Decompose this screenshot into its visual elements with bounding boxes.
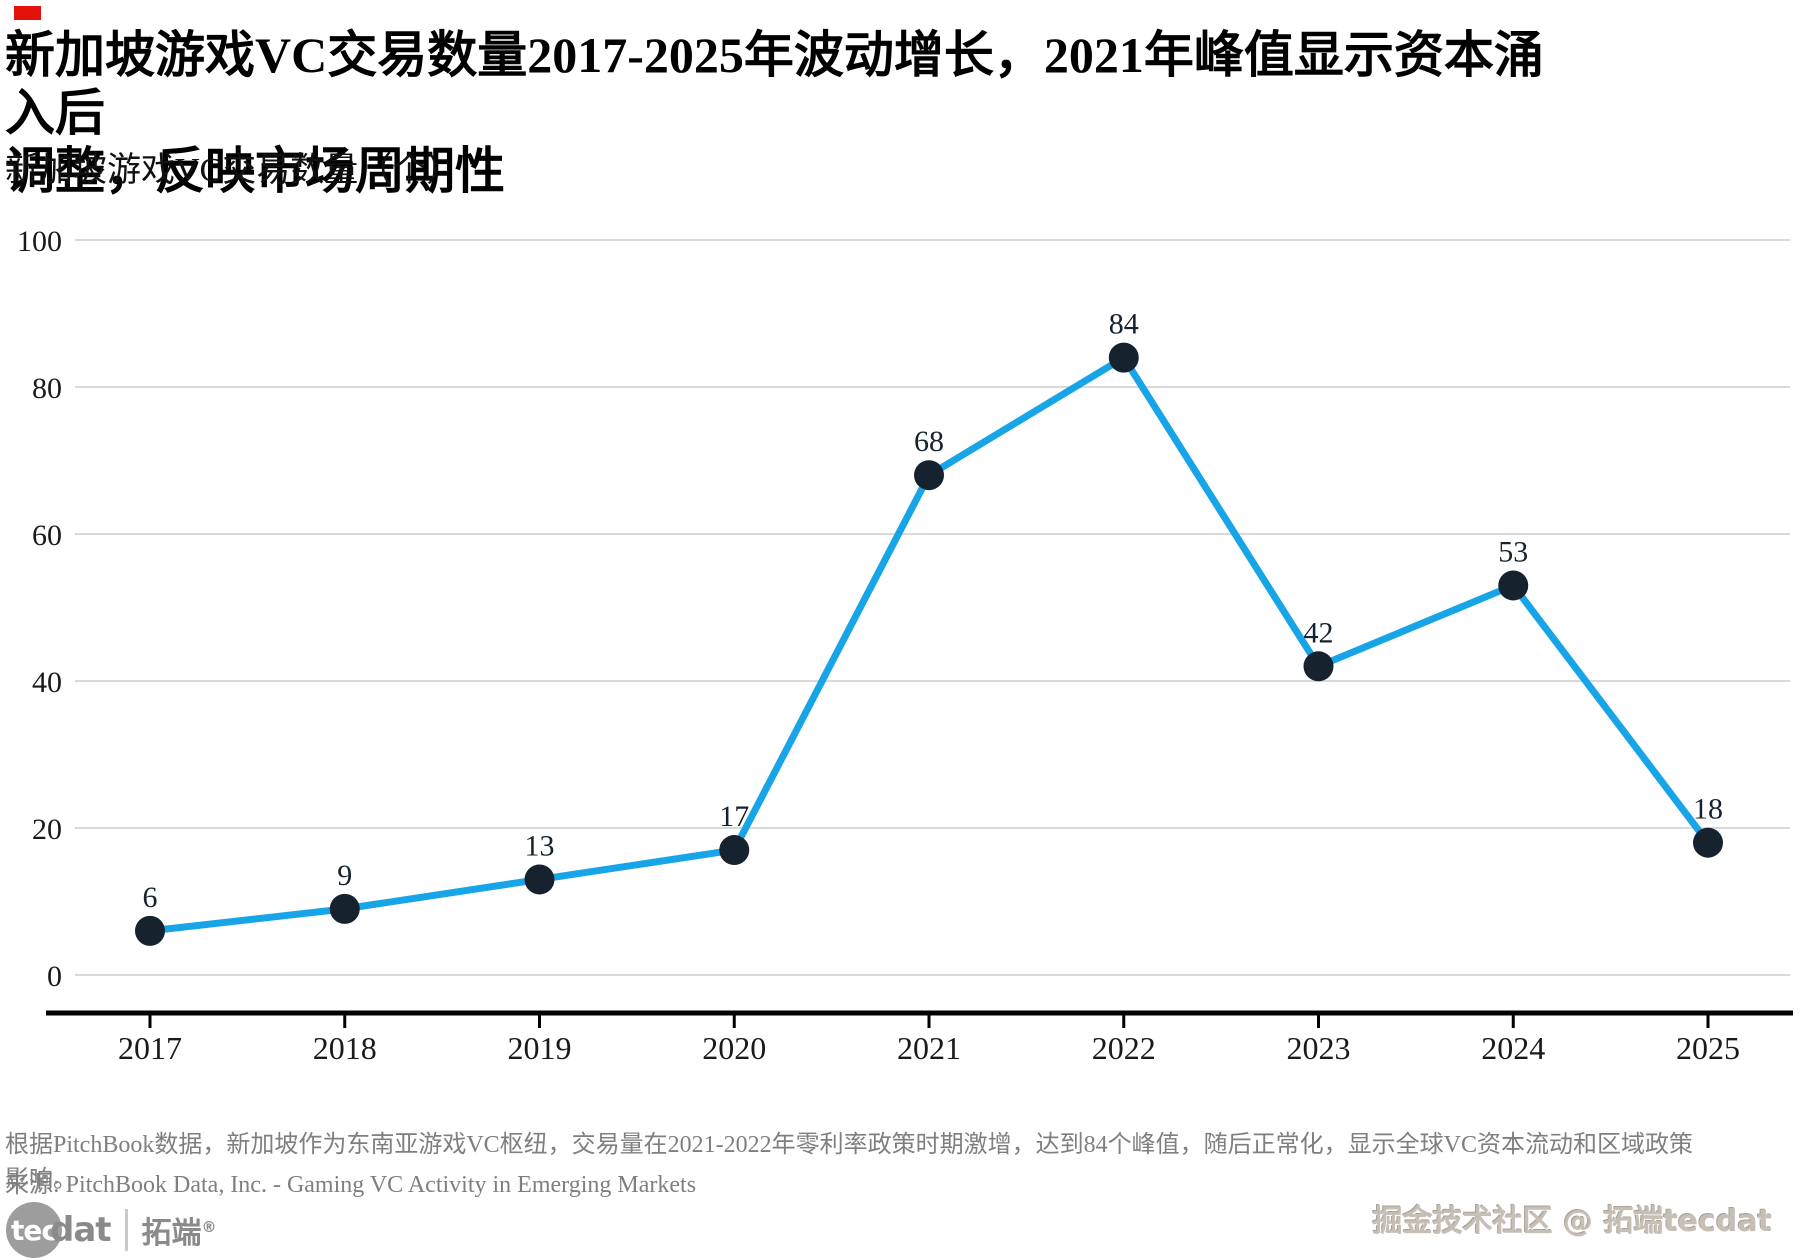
data-point: [914, 460, 944, 491]
tecdat-logo: tec dat 拓端®: [6, 1202, 217, 1258]
y-tick-label: 20: [32, 813, 62, 846]
chart-title: 新加坡游戏VC交易数量2017-2025年波动增长，2021年峰值显示资本涌入后…: [5, 26, 1585, 200]
data-point: [1498, 570, 1529, 601]
logo-cn-chars: 拓端: [141, 1216, 202, 1251]
data-point: [719, 835, 750, 866]
tecdat-logo-circle: tec: [6, 1202, 62, 1258]
data-point-label: 17: [719, 800, 749, 833]
y-tick-label: 0: [47, 960, 62, 993]
x-tick-label: 2017: [118, 1030, 182, 1066]
x-tick-label: 2024: [1481, 1030, 1545, 1066]
data-point-label: 84: [1109, 308, 1139, 341]
logo-divider: [124, 1209, 128, 1251]
y-tick-label: 80: [32, 372, 62, 405]
data-point-label: 68: [914, 425, 944, 458]
data-point-label: 18: [1693, 793, 1723, 826]
chart-subtitle: 新加坡游戏VC交易数量（个）: [5, 152, 461, 189]
x-tick-label: 2019: [508, 1030, 572, 1066]
data-point: [135, 915, 165, 946]
chart-caption: 根据PitchBook数据，新加坡作为东南亚游戏VC枢纽，交易量在2021-20…: [5, 1132, 1694, 1193]
data-point-label: 53: [1498, 535, 1528, 568]
data-point: [524, 864, 555, 895]
registered-mark: ®: [201, 1218, 217, 1236]
chart-title-line1: 新加坡游戏VC交易数量2017-2025年波动增长，2021年峰值显示资本涌入后: [5, 27, 1544, 141]
x-tick-label: 2022: [1092, 1030, 1156, 1066]
data-point: [1108, 342, 1139, 373]
source-note: 来源: PitchBook Data, Inc. - Gaming VC Act…: [5, 1172, 697, 1198]
data-point: [329, 893, 360, 924]
data-point-label: 6: [143, 881, 158, 914]
y-tick-label: 100: [17, 225, 62, 258]
x-tick-label: 2020: [702, 1030, 766, 1066]
chart-title-line2: 调整，反映市场周期性: [5, 143, 505, 199]
logo-dat-text: dat: [50, 1210, 112, 1250]
data-point-label: 42: [1304, 616, 1334, 649]
y-tick-label: 40: [32, 666, 62, 699]
data-point-label: 13: [525, 829, 555, 862]
x-tick-label: 2018: [313, 1030, 377, 1066]
community-watermark: 掘金技术社区 @ 拓端tecdat: [1372, 1204, 1772, 1239]
x-tick-label: 2023: [1287, 1030, 1351, 1066]
data-point-label: 9: [337, 859, 352, 892]
data-point: [1693, 827, 1723, 858]
logo-chinese-text: 拓端®: [142, 1208, 217, 1252]
x-tick-label: 2025: [1676, 1030, 1740, 1066]
logo-tec-text: tec: [11, 1213, 58, 1247]
x-tick-label: 2021: [897, 1030, 961, 1066]
brand-red-tab: [14, 6, 41, 20]
data-point: [1303, 651, 1334, 682]
y-tick-label: 60: [32, 519, 62, 552]
